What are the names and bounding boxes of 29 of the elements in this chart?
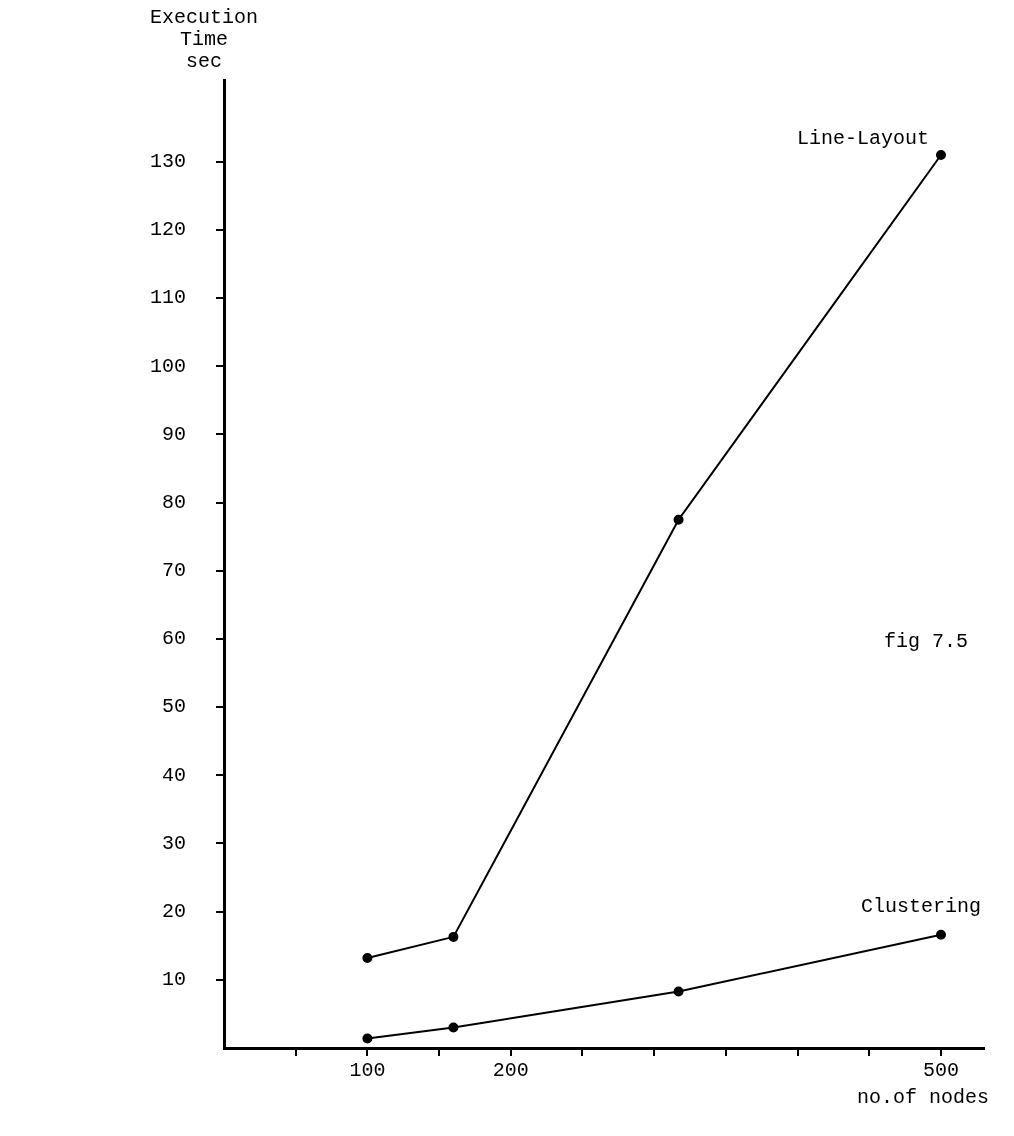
x-axis-title: no.of nodes	[856, 1086, 989, 1110]
y-tick-label: 70	[161, 559, 187, 583]
series-label: Line-Layout	[796, 127, 929, 151]
y-axis-title: Execution Time sec	[149, 6, 259, 74]
y-tick-label: 10	[161, 968, 187, 992]
y-tick-label: 100	[149, 354, 187, 378]
series-label: Clustering	[860, 895, 981, 919]
point	[673, 986, 684, 997]
point	[935, 929, 946, 940]
y-tick-label: 20	[161, 899, 187, 923]
point	[448, 1022, 459, 1033]
y-tick-label: 120	[149, 218, 187, 242]
point	[362, 1033, 373, 1044]
point	[448, 931, 459, 942]
point	[935, 149, 946, 160]
annotation: fig 7.5	[884, 629, 969, 653]
y-tick-label: 80	[161, 490, 187, 514]
y-tick-label: 90	[161, 422, 187, 446]
x-tick-label: 500	[922, 1059, 959, 1083]
y-tick-label: 30	[161, 831, 187, 855]
y-tick-label: 60	[161, 627, 187, 651]
point	[673, 514, 684, 525]
point	[362, 953, 373, 964]
y-tick-label: 40	[161, 763, 187, 787]
x-tick-label: 200	[492, 1059, 529, 1083]
y-tick-label: 50	[161, 695, 187, 719]
y-tick-label: 130	[149, 150, 187, 174]
y-tick-label: 110	[149, 286, 187, 310]
x-tick-label: 100	[349, 1059, 386, 1083]
